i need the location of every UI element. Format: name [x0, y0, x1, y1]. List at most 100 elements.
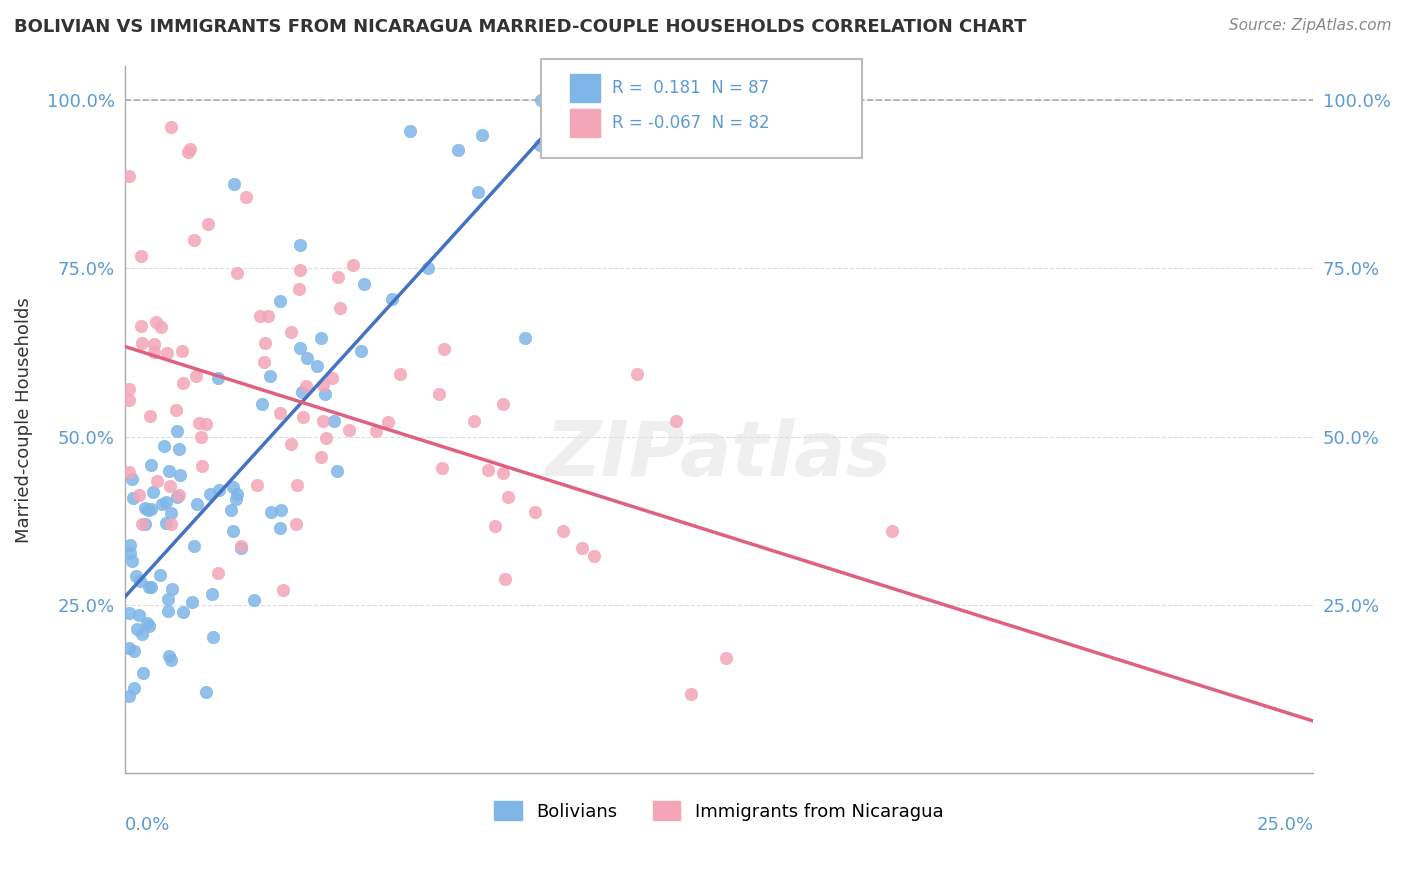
Point: [463, 414, 485, 428]
Point: [515, 331, 537, 345]
Point: [221, 503, 243, 517]
Point: [139, 580, 162, 594]
Point: [183, 539, 205, 553]
Point: [159, 120, 181, 134]
Point: [337, 423, 360, 437]
Point: [118, 393, 141, 408]
Point: [312, 378, 335, 392]
Point: [194, 417, 217, 431]
Point: [291, 410, 314, 425]
Point: [291, 384, 314, 399]
FancyBboxPatch shape: [541, 60, 862, 159]
Point: [121, 472, 143, 486]
Point: [679, 687, 702, 701]
Point: [186, 497, 208, 511]
Point: [323, 414, 346, 428]
Point: [326, 269, 349, 284]
Point: [120, 546, 142, 560]
Point: [138, 580, 160, 594]
Point: [183, 233, 205, 247]
Point: [125, 622, 148, 636]
Point: [467, 185, 489, 199]
Point: [118, 169, 141, 184]
Point: [153, 439, 176, 453]
Point: [269, 520, 291, 534]
Point: [201, 587, 224, 601]
Point: [273, 582, 295, 597]
Point: [235, 190, 257, 204]
Point: [571, 541, 593, 555]
Point: [222, 524, 245, 538]
Point: [492, 397, 515, 411]
FancyBboxPatch shape: [571, 109, 600, 137]
Point: [280, 325, 302, 339]
Point: [246, 477, 269, 491]
Point: [179, 142, 201, 156]
Point: [165, 403, 187, 417]
Point: [150, 497, 173, 511]
Point: [285, 478, 308, 492]
Point: [142, 345, 165, 359]
Point: [131, 516, 153, 531]
Point: [250, 397, 273, 411]
Point: [498, 491, 520, 505]
Point: [138, 502, 160, 516]
Point: [172, 344, 194, 359]
FancyBboxPatch shape: [571, 73, 600, 102]
Point: [269, 406, 291, 420]
Point: [129, 249, 152, 263]
Text: R = -0.067  N = 82: R = -0.067 N = 82: [612, 114, 769, 132]
Point: [135, 616, 157, 631]
Point: [381, 292, 404, 306]
Point: [156, 591, 179, 606]
Point: [366, 424, 388, 438]
Text: Source: ZipAtlas.com: Source: ZipAtlas.com: [1229, 18, 1392, 33]
Point: [118, 382, 141, 396]
Point: [309, 330, 332, 344]
Point: [307, 359, 329, 373]
Point: [146, 475, 169, 489]
Point: [226, 487, 249, 501]
Point: [284, 517, 307, 532]
Point: [194, 685, 217, 699]
Point: [665, 413, 688, 427]
Point: [253, 354, 276, 368]
Legend: Bolivians, Immigrants from Nicaragua: Bolivians, Immigrants from Nicaragua: [488, 794, 950, 828]
Point: [314, 387, 336, 401]
Point: [714, 651, 737, 665]
Point: [159, 478, 181, 492]
Point: [484, 519, 506, 533]
Point: [166, 424, 188, 438]
Point: [312, 414, 335, 428]
Point: [477, 462, 499, 476]
Text: 0.0%: 0.0%: [125, 815, 170, 834]
Point: [288, 281, 311, 295]
Point: [309, 450, 332, 464]
Point: [142, 337, 165, 351]
Point: [492, 467, 515, 481]
Point: [160, 507, 183, 521]
Point: [128, 488, 150, 502]
Point: [121, 554, 143, 568]
Point: [429, 387, 451, 401]
Point: [342, 258, 364, 272]
Point: [184, 368, 207, 383]
Point: [229, 539, 252, 553]
Point: [155, 495, 177, 509]
Point: [249, 309, 271, 323]
Point: [626, 367, 648, 381]
Point: [149, 319, 172, 334]
Point: [295, 379, 318, 393]
Point: [202, 630, 225, 644]
Point: [225, 492, 247, 507]
Point: [523, 505, 546, 519]
Point: [447, 144, 470, 158]
Point: [157, 464, 180, 478]
Point: [329, 301, 352, 315]
Point: [122, 644, 145, 658]
Point: [118, 689, 141, 703]
Point: [169, 467, 191, 482]
Point: [399, 124, 422, 138]
Point: [229, 541, 252, 556]
Point: [471, 128, 494, 142]
